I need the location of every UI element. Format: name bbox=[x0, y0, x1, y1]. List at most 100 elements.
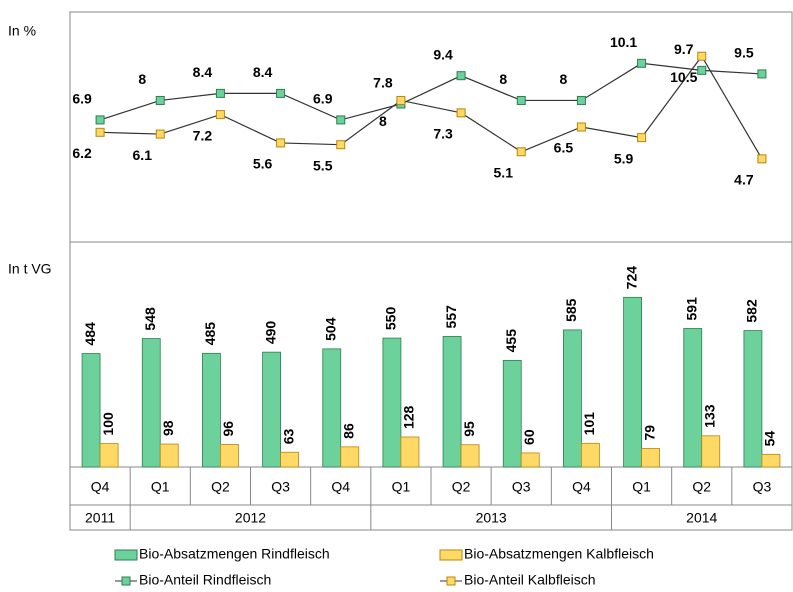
data-label: 101 bbox=[581, 412, 597, 436]
x-group-label: 2012 bbox=[235, 510, 266, 526]
data-label: 5.6 bbox=[253, 156, 273, 172]
line-marker bbox=[456, 71, 466, 81]
line-marker bbox=[276, 138, 286, 148]
line-marker bbox=[95, 115, 105, 125]
line-marker bbox=[757, 154, 767, 164]
x-group-label: 2011 bbox=[85, 510, 115, 526]
x-group-label: 2013 bbox=[476, 510, 507, 526]
bar bbox=[220, 444, 239, 468]
legend-swatch bbox=[114, 549, 138, 561]
bar bbox=[382, 337, 402, 468]
data-label: 8 bbox=[379, 113, 387, 129]
data-label: 6.1 bbox=[133, 147, 153, 163]
line-marker bbox=[697, 51, 707, 61]
data-label: 96 bbox=[220, 421, 236, 437]
line-marker bbox=[757, 69, 767, 79]
line-marker bbox=[336, 140, 346, 150]
bar bbox=[99, 443, 119, 468]
data-label: 7.3 bbox=[433, 126, 453, 142]
bar bbox=[563, 329, 582, 468]
data-label: 585 bbox=[563, 298, 579, 322]
data-label: 724 bbox=[623, 266, 639, 290]
line-marker bbox=[637, 58, 647, 68]
bar bbox=[520, 452, 540, 468]
line-marker bbox=[576, 95, 586, 105]
bar bbox=[502, 359, 522, 468]
y-axis-label: In % bbox=[8, 23, 36, 39]
line-marker bbox=[215, 110, 225, 120]
bar bbox=[761, 453, 781, 468]
data-label: 9.7 bbox=[674, 41, 694, 57]
line-marker bbox=[576, 122, 586, 132]
data-label: 128 bbox=[401, 405, 417, 429]
line-marker bbox=[637, 133, 647, 143]
legend-swatch bbox=[439, 549, 463, 561]
data-label: 98 bbox=[160, 420, 176, 436]
legend-label: Bio-Absatzmengen Rindfleisch bbox=[139, 546, 330, 562]
x-tick-label: Q2 bbox=[452, 479, 471, 495]
bar bbox=[141, 338, 161, 468]
x-tick-label: Q1 bbox=[632, 479, 651, 495]
data-label: 10.5 bbox=[670, 69, 697, 85]
x-tick-label: Q4 bbox=[91, 479, 110, 495]
data-label: 582 bbox=[744, 299, 760, 323]
bar bbox=[701, 435, 721, 468]
bar bbox=[623, 296, 642, 468]
data-label: 60 bbox=[521, 429, 537, 445]
data-label: 6.9 bbox=[72, 91, 92, 107]
bar bbox=[442, 336, 462, 468]
data-label: 4.7 bbox=[734, 172, 754, 188]
bar bbox=[460, 444, 480, 468]
data-label: 63 bbox=[280, 428, 296, 444]
data-label: 7.8 bbox=[373, 75, 393, 91]
line-marker bbox=[516, 147, 526, 157]
bar bbox=[641, 448, 660, 468]
data-label: 550 bbox=[383, 307, 399, 331]
bar bbox=[262, 351, 281, 468]
bar bbox=[322, 348, 342, 468]
x-tick-label: Q1 bbox=[151, 479, 170, 495]
line-marker bbox=[336, 115, 346, 125]
data-label: 455 bbox=[503, 329, 519, 353]
x-group-label: 2014 bbox=[686, 510, 717, 526]
data-label: 5.9 bbox=[614, 150, 634, 166]
line-marker bbox=[155, 129, 165, 139]
legend-label: Bio-Anteil Kalbfleisch bbox=[464, 572, 596, 588]
line-marker bbox=[215, 88, 225, 98]
line-marker bbox=[155, 95, 165, 105]
data-label: 8 bbox=[560, 71, 568, 87]
data-label: 79 bbox=[641, 425, 657, 441]
data-label: 484 bbox=[82, 322, 98, 346]
legend-label: Bio-Anteil Rindfleisch bbox=[139, 572, 271, 588]
line-marker bbox=[396, 95, 406, 105]
data-label: 557 bbox=[443, 305, 459, 329]
legend-marker bbox=[121, 576, 131, 586]
line-marker bbox=[516, 95, 526, 105]
line-marker bbox=[456, 108, 466, 118]
legend-label: Bio-Absatzmengen Kalbfleisch bbox=[464, 546, 654, 562]
data-label: 8.4 bbox=[253, 64, 273, 80]
bar bbox=[159, 443, 179, 468]
line-marker bbox=[276, 88, 286, 98]
data-label: 504 bbox=[322, 317, 338, 341]
data-label: 6.2 bbox=[72, 145, 92, 161]
x-tick-label: Q4 bbox=[572, 479, 591, 495]
data-label: 10.1 bbox=[610, 34, 637, 50]
x-tick-label: Q2 bbox=[692, 479, 711, 495]
data-label: 490 bbox=[262, 321, 278, 345]
data-label: 485 bbox=[202, 322, 218, 346]
data-label: 5.1 bbox=[494, 164, 514, 180]
line-series bbox=[99, 62, 762, 121]
y-axis-label: In t VG bbox=[8, 261, 52, 277]
bar bbox=[280, 451, 299, 468]
x-tick-label: Q4 bbox=[331, 479, 350, 495]
data-label: 9.4 bbox=[433, 46, 453, 62]
x-tick-label: Q3 bbox=[512, 479, 531, 495]
data-label: 9.5 bbox=[734, 45, 754, 61]
bar bbox=[81, 353, 101, 468]
data-label: 591 bbox=[683, 297, 699, 321]
data-label: 8 bbox=[138, 71, 146, 87]
plot-frame bbox=[69, 11, 793, 531]
x-tick-label: Q3 bbox=[753, 479, 772, 495]
bar bbox=[683, 328, 703, 468]
